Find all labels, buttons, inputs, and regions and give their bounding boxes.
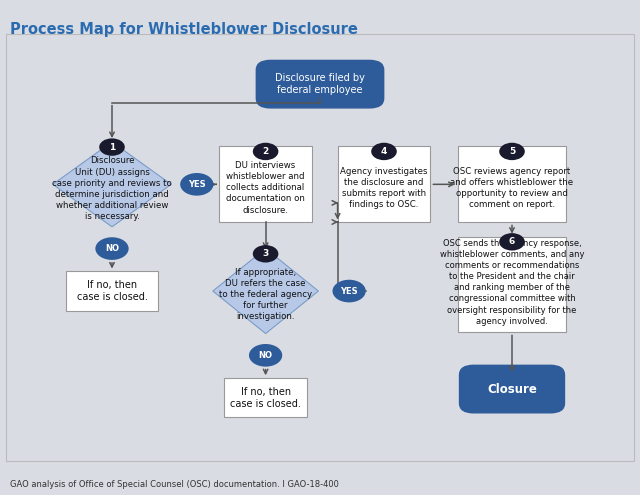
Circle shape	[99, 139, 125, 156]
Circle shape	[180, 173, 213, 196]
Circle shape	[499, 143, 525, 160]
Text: GAO analysis of Office of Special Counsel (OSC) documentation. I GAO-18-400: GAO analysis of Office of Special Counse…	[10, 480, 339, 489]
Text: Agency investigates
the disclosure and
submits report with
findings to OSC.: Agency investigates the disclosure and s…	[340, 167, 428, 209]
Polygon shape	[212, 248, 319, 334]
Polygon shape	[52, 142, 172, 227]
Text: If no, then
case is closed.: If no, then case is closed.	[230, 387, 301, 408]
Circle shape	[333, 280, 366, 302]
Text: If appropriate,
DU refers the case
to the federal agency
for further
investigati: If appropriate, DU refers the case to th…	[219, 268, 312, 321]
Text: 4: 4	[381, 147, 387, 156]
Bar	[224, 378, 307, 417]
Text: DU interviews
whistleblower and
collects additional
documentation on
disclosure.: DU interviews whistleblower and collects…	[226, 161, 305, 214]
Text: NO: NO	[105, 244, 119, 253]
Text: 5: 5	[509, 147, 515, 156]
Circle shape	[253, 143, 278, 160]
Text: YES: YES	[340, 287, 358, 296]
Circle shape	[253, 245, 278, 262]
Text: NO: NO	[259, 351, 273, 360]
FancyBboxPatch shape	[6, 34, 634, 461]
Text: 1: 1	[109, 143, 115, 151]
Text: 6: 6	[509, 237, 515, 247]
Text: Process Map for Whistleblower Disclosure: Process Map for Whistleblower Disclosure	[10, 22, 358, 37]
Text: 3: 3	[262, 249, 269, 258]
Text: Disclosure filed by
federal employee: Disclosure filed by federal employee	[275, 73, 365, 95]
Bar	[458, 146, 566, 222]
Bar	[338, 146, 430, 222]
FancyBboxPatch shape	[256, 60, 383, 108]
Text: If no, then
case is closed.: If no, then case is closed.	[77, 280, 147, 302]
Text: Disclosure
Unit (DU) assigns
case priority and reviews to
determine jurisdiction: Disclosure Unit (DU) assigns case priori…	[52, 156, 172, 221]
Text: 2: 2	[262, 147, 269, 156]
Bar	[219, 146, 312, 222]
Circle shape	[499, 233, 525, 250]
Text: Closure: Closure	[487, 383, 537, 396]
Bar	[458, 237, 566, 333]
Circle shape	[371, 143, 397, 160]
Text: YES: YES	[188, 180, 205, 189]
Bar	[65, 271, 159, 311]
Circle shape	[95, 237, 129, 260]
Circle shape	[249, 344, 282, 367]
Text: OSC sends the agency response,
whistleblower comments, and any
comments or recom: OSC sends the agency response, whistlebl…	[440, 239, 584, 326]
Text: OSC reviews agency report
and offers whistleblower the
opportunity to review and: OSC reviews agency report and offers whi…	[451, 167, 573, 209]
FancyBboxPatch shape	[460, 365, 564, 413]
